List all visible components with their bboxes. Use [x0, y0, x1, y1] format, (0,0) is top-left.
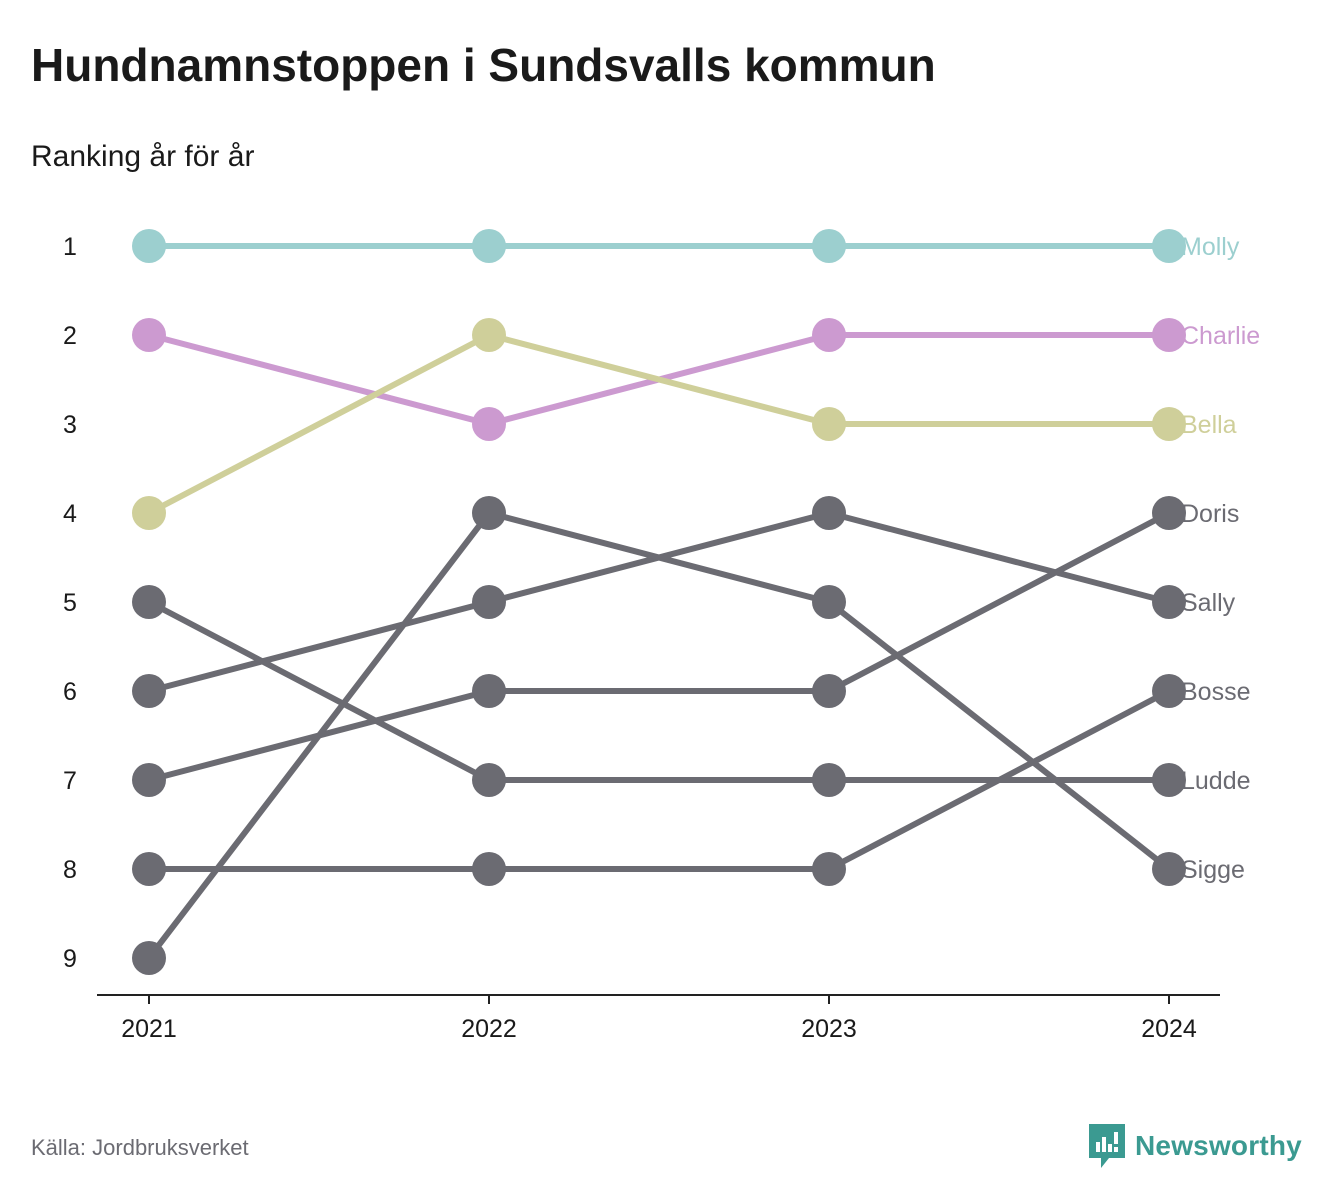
data-point-bella — [812, 407, 846, 441]
series-label-doris: Doris — [1181, 500, 1239, 528]
x-tick-label: 2024 — [1141, 1015, 1197, 1043]
data-point-molly — [132, 229, 166, 263]
x-tick-label: 2023 — [801, 1015, 857, 1043]
series-label-bosse: Bosse — [1181, 678, 1250, 706]
series-points — [132, 229, 1186, 975]
data-point-ludde — [812, 763, 846, 797]
data-point-bosse — [812, 852, 846, 886]
data-point-molly — [812, 229, 846, 263]
data-point-sigge — [1152, 852, 1186, 886]
chart-subtitle: Ranking år för år — [31, 140, 255, 173]
data-point-ludde — [472, 763, 506, 797]
y-tick-label: 3 — [63, 411, 77, 439]
newsworthy-logo-icon — [1089, 1124, 1125, 1168]
series-label-bella: Bella — [1181, 411, 1237, 439]
chart-title: Hundnamnstoppen i Sundsvalls kommun — [31, 39, 936, 91]
series-label-ludde: Ludde — [1181, 767, 1251, 795]
series-label-sigge: Sigge — [1181, 856, 1245, 884]
data-point-bosse — [132, 852, 166, 886]
series-line-doris — [148, 510, 1171, 783]
series-line-bella — [147, 332, 1169, 516]
y-tick-label: 9 — [63, 945, 77, 973]
data-point-sally — [472, 585, 506, 619]
data-point-bella — [1152, 407, 1186, 441]
brand-logo[interactable]: Newsworthy — [1089, 1124, 1302, 1168]
series-label-charlie: Charlie — [1181, 322, 1260, 350]
y-tick-label: 6 — [63, 678, 77, 706]
data-point-doris — [472, 674, 506, 708]
data-point-sally — [132, 674, 166, 708]
data-point-charlie — [812, 318, 846, 352]
y-axis: 1 2 3 4 5 6 7 8 9 — [63, 233, 77, 973]
data-point-bella — [132, 496, 166, 530]
series-label-molly: Molly — [1181, 233, 1240, 261]
y-tick-label: 4 — [63, 500, 77, 528]
data-point-bosse — [1152, 674, 1186, 708]
brand-name: Newsworthy — [1135, 1130, 1302, 1161]
data-point-sally — [1152, 585, 1186, 619]
data-point-sigge — [472, 496, 506, 530]
data-point-molly — [1152, 229, 1186, 263]
series-line-ludde — [147, 599, 1169, 783]
series-lines — [146, 243, 1171, 960]
x-tick-label: 2022 — [461, 1015, 517, 1043]
data-point-doris — [1152, 496, 1186, 530]
data-point-ludde — [132, 585, 166, 619]
y-tick-label: 1 — [63, 233, 77, 261]
y-tick-label: 8 — [63, 856, 77, 884]
data-point-bosse — [472, 852, 506, 886]
y-tick-label: 2 — [63, 322, 77, 350]
data-point-doris — [812, 674, 846, 708]
y-tick-label: 7 — [63, 767, 77, 795]
data-point-sigge — [812, 585, 846, 619]
data-point-doris — [132, 763, 166, 797]
data-point-charlie — [1152, 318, 1186, 352]
series-line-sally — [148, 510, 1170, 694]
data-point-ludde — [1152, 763, 1186, 797]
source-note: Källa: Jordbruksverket — [31, 1135, 249, 1160]
series-labels: Doris Sally Bosse Ludde Sigge Molly Charlie Bel… — [1181, 233, 1260, 884]
data-point-bella — [472, 318, 506, 352]
data-point-sally — [812, 496, 846, 530]
x-tick-label: 2021 — [121, 1015, 177, 1043]
series-line-sigge — [146, 510, 1171, 960]
data-point-charlie — [472, 407, 506, 441]
series-label-sally: Sally — [1181, 589, 1236, 617]
data-point-molly — [472, 229, 506, 263]
x-axis: 2021 2022 2023 2024 — [97, 994, 1220, 1043]
data-point-sigge — [132, 941, 166, 975]
y-tick-label: 5 — [63, 589, 77, 617]
data-point-charlie — [132, 318, 166, 352]
